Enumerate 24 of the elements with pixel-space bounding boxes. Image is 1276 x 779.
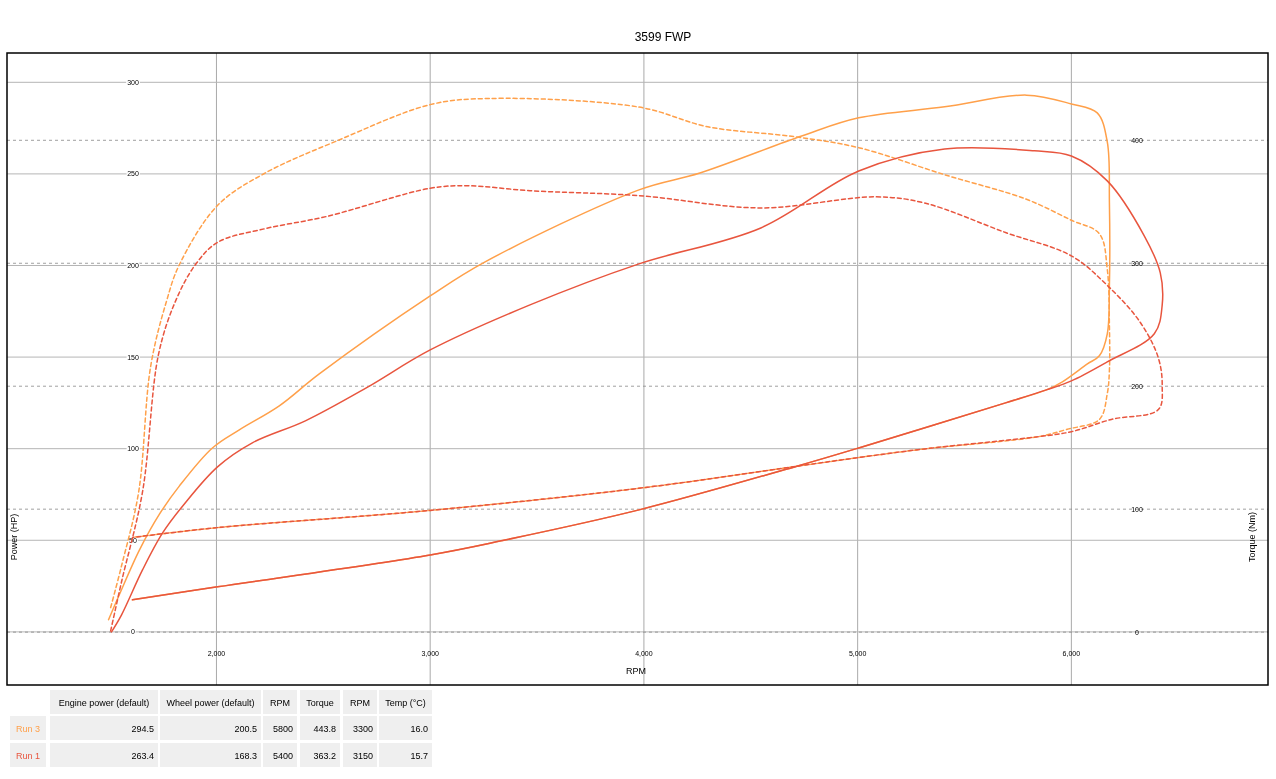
x-axis-title: RPM bbox=[626, 666, 646, 676]
y-axis-title: Power (HP) bbox=[9, 513, 19, 561]
text: 3150 bbox=[352, 751, 373, 761]
category-label: Torque bbox=[306, 698, 334, 708]
category-label: RPM bbox=[270, 698, 290, 708]
category-label: Temp (°C) bbox=[385, 698, 426, 708]
text: 443.8 bbox=[313, 724, 336, 734]
category-label: Run 1 bbox=[15, 751, 41, 761]
category-label: Wheel power (default) bbox=[166, 698, 255, 708]
text: 15.7 bbox=[410, 751, 428, 761]
y2-axis-title: Torque (Nm) bbox=[1247, 511, 1257, 563]
text: 200.5 bbox=[234, 724, 257, 734]
text: 294.5 bbox=[131, 724, 154, 734]
text: 363.2 bbox=[313, 751, 336, 761]
text: 3300 bbox=[352, 724, 373, 734]
category-label: Run 3 bbox=[15, 724, 41, 734]
text: 168.3 bbox=[234, 751, 257, 761]
category-label: Engine power (default) bbox=[58, 698, 150, 708]
text: 263.4 bbox=[131, 751, 154, 761]
text: 16.0 bbox=[410, 724, 428, 734]
category-label: RPM bbox=[350, 698, 370, 708]
text: 5400 bbox=[272, 751, 293, 761]
chart-title: 3599 FWP bbox=[634, 30, 692, 44]
text: 5800 bbox=[272, 724, 293, 734]
